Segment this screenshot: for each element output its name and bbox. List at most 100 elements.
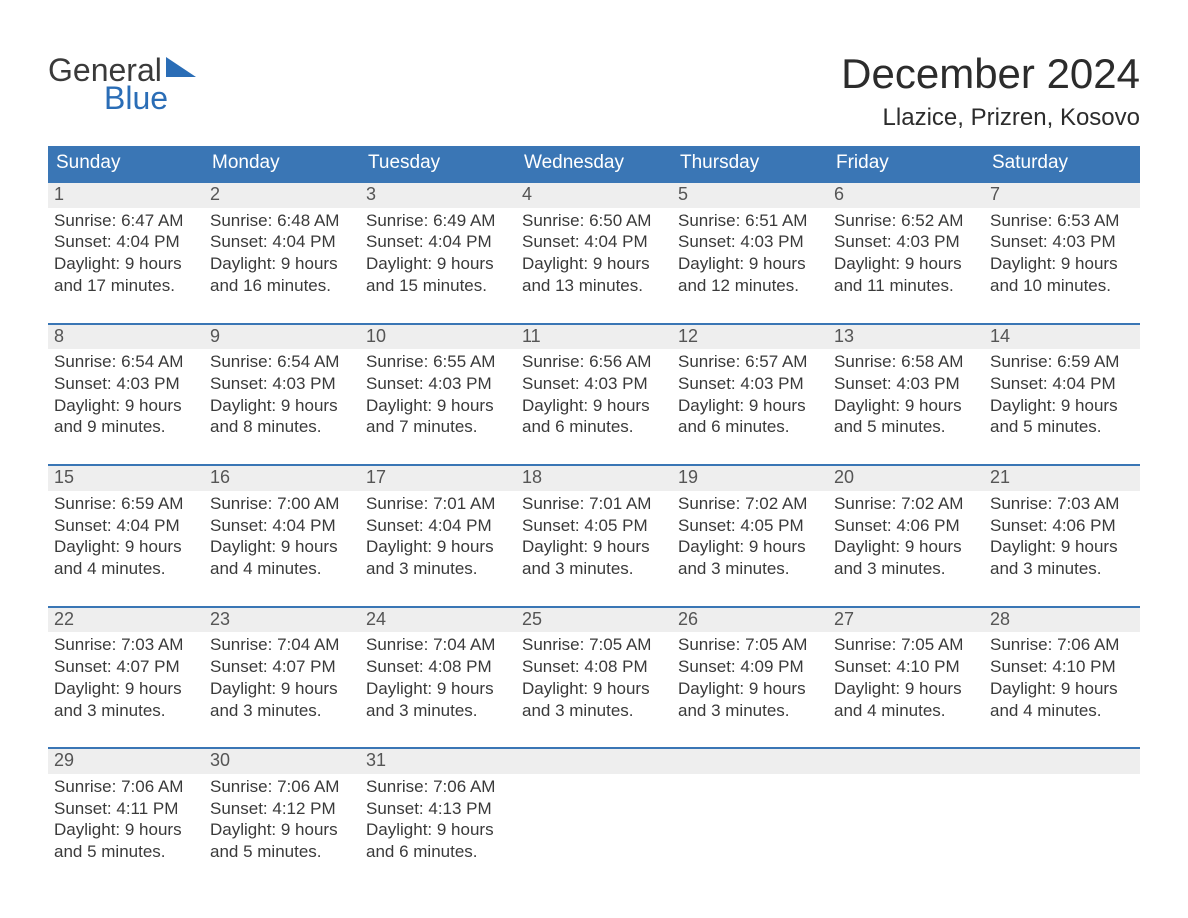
daylight-line2: and 8 minutes.	[210, 416, 354, 438]
day-number: 18	[516, 466, 672, 491]
daylight-line2: and 12 minutes.	[678, 275, 822, 297]
day-number: 15	[48, 466, 204, 491]
daylight-line2: and 9 minutes.	[54, 416, 198, 438]
day-cell: 28Sunrise: 7:06 AMSunset: 4:10 PMDayligh…	[984, 608, 1140, 728]
sunset: Sunset: 4:05 PM	[678, 515, 822, 537]
week-row: 8Sunrise: 6:54 AMSunset: 4:03 PMDaylight…	[48, 323, 1140, 445]
day-detail: Sunrise: 6:52 AMSunset: 4:03 PMDaylight:…	[828, 208, 984, 303]
week-row: 29Sunrise: 7:06 AMSunset: 4:11 PMDayligh…	[48, 747, 1140, 869]
daylight-line2: and 3 minutes.	[54, 700, 198, 722]
daylight-line2: and 5 minutes.	[834, 416, 978, 438]
daylight-line1: Daylight: 9 hours	[990, 536, 1134, 558]
sunset: Sunset: 4:03 PM	[678, 373, 822, 395]
day-detail: Sunrise: 7:06 AMSunset: 4:12 PMDaylight:…	[204, 774, 360, 869]
sunrise: Sunrise: 6:50 AM	[522, 210, 666, 232]
day-cell: 8Sunrise: 6:54 AMSunset: 4:03 PMDaylight…	[48, 325, 204, 445]
day-number: 13	[828, 325, 984, 350]
weekday-header: Wednesday	[516, 146, 672, 181]
day-detail: Sunrise: 7:03 AMSunset: 4:06 PMDaylight:…	[984, 491, 1140, 586]
sunset: Sunset: 4:06 PM	[834, 515, 978, 537]
day-detail: Sunrise: 6:55 AMSunset: 4:03 PMDaylight:…	[360, 349, 516, 444]
day-cell: 20Sunrise: 7:02 AMSunset: 4:06 PMDayligh…	[828, 466, 984, 586]
day-detail: Sunrise: 7:06 AMSunset: 4:10 PMDaylight:…	[984, 632, 1140, 727]
day-cell: 16Sunrise: 7:00 AMSunset: 4:04 PMDayligh…	[204, 466, 360, 586]
day-detail	[828, 774, 984, 852]
sunset: Sunset: 4:13 PM	[366, 798, 510, 820]
day-cell: 25Sunrise: 7:05 AMSunset: 4:08 PMDayligh…	[516, 608, 672, 728]
day-detail: Sunrise: 6:53 AMSunset: 4:03 PMDaylight:…	[984, 208, 1140, 303]
day-number: 9	[204, 325, 360, 350]
sunrise: Sunrise: 7:05 AM	[678, 634, 822, 656]
daylight-line1: Daylight: 9 hours	[678, 678, 822, 700]
daylight-line2: and 3 minutes.	[678, 558, 822, 580]
daylight-line2: and 6 minutes.	[678, 416, 822, 438]
sunrise: Sunrise: 6:51 AM	[678, 210, 822, 232]
daylight-line1: Daylight: 9 hours	[834, 536, 978, 558]
day-cell: 12Sunrise: 6:57 AMSunset: 4:03 PMDayligh…	[672, 325, 828, 445]
day-cell: 3Sunrise: 6:49 AMSunset: 4:04 PMDaylight…	[360, 183, 516, 303]
day-detail: Sunrise: 6:56 AMSunset: 4:03 PMDaylight:…	[516, 349, 672, 444]
weekday-header: Sunday	[48, 146, 204, 181]
sunset: Sunset: 4:10 PM	[990, 656, 1134, 678]
day-number: 11	[516, 325, 672, 350]
day-cell	[984, 749, 1140, 869]
daylight-line2: and 16 minutes.	[210, 275, 354, 297]
daylight-line2: and 3 minutes.	[210, 700, 354, 722]
day-number: 6	[828, 183, 984, 208]
daylight-line2: and 3 minutes.	[366, 700, 510, 722]
daylight-line1: Daylight: 9 hours	[366, 395, 510, 417]
sunrise: Sunrise: 7:03 AM	[54, 634, 198, 656]
daylight-line2: and 3 minutes.	[990, 558, 1134, 580]
daylight-line1: Daylight: 9 hours	[678, 536, 822, 558]
day-detail: Sunrise: 7:01 AMSunset: 4:04 PMDaylight:…	[360, 491, 516, 586]
day-number	[516, 749, 672, 774]
brand-flag-icon	[166, 50, 196, 82]
sunrise: Sunrise: 7:06 AM	[366, 776, 510, 798]
daylight-line2: and 6 minutes.	[366, 841, 510, 863]
day-number: 21	[984, 466, 1140, 491]
day-number: 22	[48, 608, 204, 633]
sunset: Sunset: 4:07 PM	[54, 656, 198, 678]
daylight-line1: Daylight: 9 hours	[834, 678, 978, 700]
sunset: Sunset: 4:09 PM	[678, 656, 822, 678]
month-title: December 2024	[841, 50, 1140, 98]
day-cell: 19Sunrise: 7:02 AMSunset: 4:05 PMDayligh…	[672, 466, 828, 586]
daylight-line1: Daylight: 9 hours	[678, 395, 822, 417]
day-number: 20	[828, 466, 984, 491]
day-number: 8	[48, 325, 204, 350]
daylight-line2: and 3 minutes.	[834, 558, 978, 580]
day-detail: Sunrise: 7:01 AMSunset: 4:05 PMDaylight:…	[516, 491, 672, 586]
daylight-line1: Daylight: 9 hours	[54, 678, 198, 700]
day-number: 2	[204, 183, 360, 208]
day-detail: Sunrise: 7:05 AMSunset: 4:10 PMDaylight:…	[828, 632, 984, 727]
day-cell: 5Sunrise: 6:51 AMSunset: 4:03 PMDaylight…	[672, 183, 828, 303]
day-detail: Sunrise: 7:03 AMSunset: 4:07 PMDaylight:…	[48, 632, 204, 727]
day-detail	[672, 774, 828, 852]
day-number: 4	[516, 183, 672, 208]
daylight-line1: Daylight: 9 hours	[990, 253, 1134, 275]
sunset: Sunset: 4:03 PM	[834, 231, 978, 253]
daylight-line1: Daylight: 9 hours	[990, 678, 1134, 700]
day-number: 1	[48, 183, 204, 208]
daylight-line2: and 3 minutes.	[522, 700, 666, 722]
daylight-line1: Daylight: 9 hours	[990, 395, 1134, 417]
sunset: Sunset: 4:03 PM	[366, 373, 510, 395]
sunrise: Sunrise: 6:49 AM	[366, 210, 510, 232]
sunrise: Sunrise: 7:02 AM	[678, 493, 822, 515]
sunrise: Sunrise: 7:01 AM	[366, 493, 510, 515]
sunrise: Sunrise: 6:48 AM	[210, 210, 354, 232]
day-number: 31	[360, 749, 516, 774]
day-detail: Sunrise: 6:48 AMSunset: 4:04 PMDaylight:…	[204, 208, 360, 303]
day-number: 12	[672, 325, 828, 350]
daylight-line2: and 4 minutes.	[834, 700, 978, 722]
week-row: 22Sunrise: 7:03 AMSunset: 4:07 PMDayligh…	[48, 606, 1140, 728]
day-cell: 17Sunrise: 7:01 AMSunset: 4:04 PMDayligh…	[360, 466, 516, 586]
daylight-line2: and 15 minutes.	[366, 275, 510, 297]
sunrise: Sunrise: 6:57 AM	[678, 351, 822, 373]
day-cell: 4Sunrise: 6:50 AMSunset: 4:04 PMDaylight…	[516, 183, 672, 303]
day-number: 25	[516, 608, 672, 633]
day-number: 27	[828, 608, 984, 633]
day-cell: 29Sunrise: 7:06 AMSunset: 4:11 PMDayligh…	[48, 749, 204, 869]
daylight-line2: and 3 minutes.	[366, 558, 510, 580]
sunset: Sunset: 4:12 PM	[210, 798, 354, 820]
